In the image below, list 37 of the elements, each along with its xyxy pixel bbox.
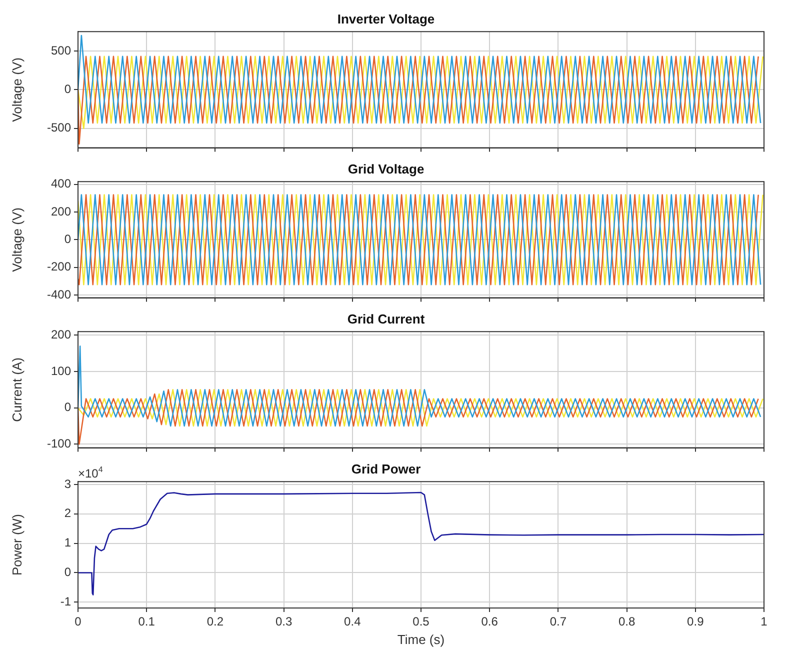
- x-tick-label: 0.7: [550, 614, 567, 629]
- y-tick-label: 0: [64, 82, 72, 96]
- y-axis-title: Voltage (V): [9, 58, 24, 122]
- y-tick-label: 0: [64, 232, 72, 246]
- x-tick-label: 0.5: [412, 614, 430, 629]
- x-tick-label: 1: [760, 614, 768, 629]
- chart-title: Grid Current: [347, 311, 426, 326]
- y-tick-label: -100: [46, 436, 72, 450]
- y-tick-label: 0: [64, 400, 72, 414]
- x-tick-label: 0.8: [618, 614, 636, 629]
- x-tick-label: 0.3: [275, 614, 292, 629]
- x-tick-label: 0.6: [481, 614, 498, 629]
- x-tick-label: 0.2: [206, 614, 224, 629]
- y-axis-title: Power (W): [9, 514, 24, 576]
- y-tick-label: 100: [50, 364, 72, 378]
- y-tick-label: 0: [64, 565, 72, 580]
- y-tick-label: 200: [50, 328, 72, 342]
- y-axis-title: Voltage (V): [9, 208, 24, 272]
- chart-title: Grid Power: [351, 461, 421, 476]
- x-tick-label: 0.4: [344, 614, 362, 629]
- x-axis-title: Time (s): [397, 632, 445, 647]
- y-tick-label: -500: [46, 120, 72, 135]
- y-tick-label: 2: [64, 506, 72, 520]
- chart-title: Grid Voltage: [348, 161, 424, 176]
- y-tick-label: -1: [60, 594, 72, 608]
- y-tick-label: -200: [46, 260, 72, 274]
- chart-title: Inverter Voltage: [337, 11, 435, 26]
- y-tick-label: 500: [50, 43, 72, 58]
- y-tick-label: 1: [64, 536, 72, 550]
- x-tick-label: 0: [74, 614, 82, 629]
- x-tick-label: 0.9: [687, 614, 704, 629]
- y-axis-title: Current (A): [9, 358, 24, 422]
- x-tick-label: 0.1: [138, 614, 156, 629]
- y-tick-label: 200: [50, 204, 72, 218]
- y-tick-label: -400: [46, 287, 72, 302]
- y-tick-label: 400: [50, 176, 72, 191]
- y-tick-label: 3: [64, 476, 72, 491]
